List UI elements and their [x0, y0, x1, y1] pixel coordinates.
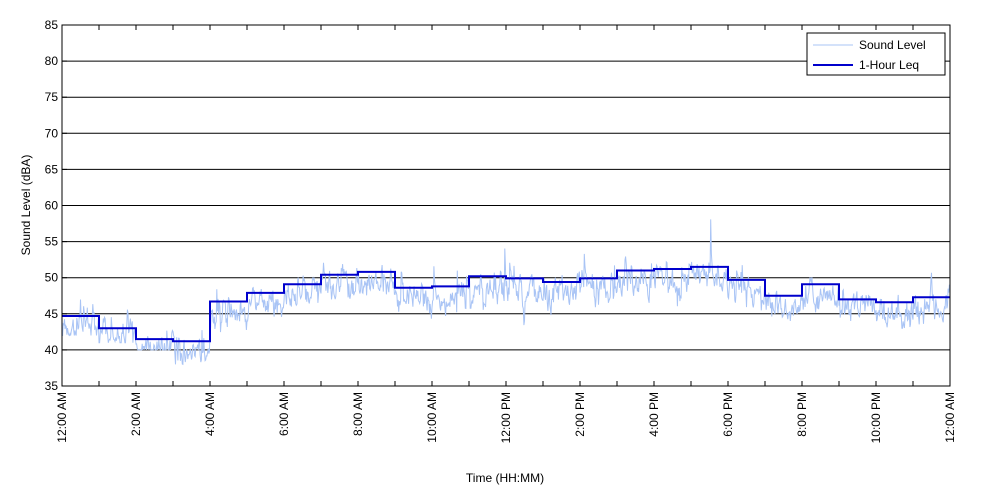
x-tick-label: 4:00 AM [203, 392, 217, 436]
y-tick-label: 50 [45, 271, 59, 285]
leq-series [62, 265, 950, 343]
x-tick-label: 6:00 AM [277, 392, 291, 436]
y-tick-label: 55 [45, 235, 59, 249]
legend: Sound Level 1-Hour Leq [806, 32, 946, 76]
y-tick-label: 35 [45, 379, 59, 393]
y-axis-label: Sound Level (dBA) [19, 155, 33, 256]
y-tick-label: 70 [45, 126, 59, 140]
y-tick-label: 85 [45, 18, 59, 32]
y-tick-label: 45 [45, 307, 59, 321]
leq-step-line [62, 265, 950, 343]
x-tick-label: 12:00 AM [943, 392, 957, 443]
x-tick-label: 8:00 PM [795, 392, 809, 437]
y-tick-label: 60 [45, 199, 59, 213]
y-axis-ticks: 35 40 45 50 55 60 65 70 75 80 85 [45, 18, 67, 393]
y-tick-label: 65 [45, 162, 59, 176]
x-tick-label: 6:00 PM [721, 392, 735, 437]
x-tick-label: 10:00 AM [425, 392, 439, 443]
legend-label-leq: 1-Hour Leq [859, 58, 919, 72]
x-tick-label: 2:00 AM [129, 392, 143, 436]
x-tick-label: 12:00 PM [499, 392, 513, 443]
x-tick-label: 8:00 AM [351, 392, 365, 436]
y-tick-label: 80 [45, 54, 59, 68]
y-tick-label: 40 [45, 343, 59, 357]
x-tick-label: 10:00 PM [869, 392, 883, 443]
legend-label-sound-level: Sound Level [859, 38, 926, 52]
legend-box [806, 32, 946, 76]
x-tick-label: 4:00 PM [647, 392, 661, 437]
y-tick-label: 75 [45, 90, 59, 104]
x-tick-label: 2:00 PM [573, 392, 587, 437]
x-axis-ticks: 12:00 AM 2:00 AM 4:00 AM 6:00 AM 8:00 AM 10:0… [55, 25, 957, 443]
x-tick-label: 12:00 AM [55, 392, 69, 443]
x-axis-label: Time (HH:MM) [466, 471, 544, 485]
